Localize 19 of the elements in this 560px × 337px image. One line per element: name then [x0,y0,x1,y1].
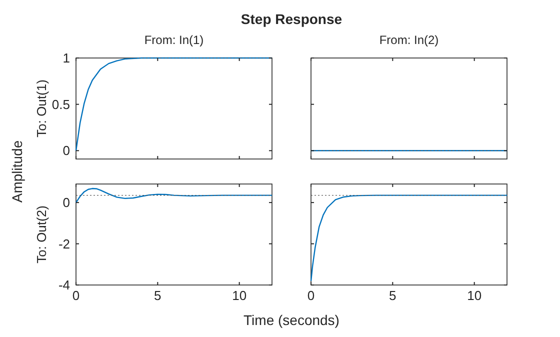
chart-title: Step Response [240,11,342,27]
x-tick-label: 5 [389,288,396,303]
y-axis-title: To: Out(2) [34,206,49,264]
y-tick-label: 0 [62,143,70,158]
y-tick-label: -4 [58,278,70,292]
text: Amplitude [9,140,25,203]
chart-subtitle: From: In(2) [379,33,439,47]
x-tick-label: 0 [72,288,80,303]
x-axis-title: Time (seconds) [244,312,340,328]
y-tick-label: -2 [58,236,70,252]
y-tick-label: 1 [62,50,70,66]
x-tick-label: 10 [467,288,482,303]
x-tick-label: 5 [154,288,162,303]
y-axis-title: To: Out(1) [34,80,49,138]
y-tick-label: 0.5 [52,96,70,112]
x-tick-label: 0 [307,288,315,303]
y-tick-label: 0 [62,195,70,210]
chart-subtitle: From: In(1) [144,33,204,47]
x-tick-label: 10 [232,288,247,303]
